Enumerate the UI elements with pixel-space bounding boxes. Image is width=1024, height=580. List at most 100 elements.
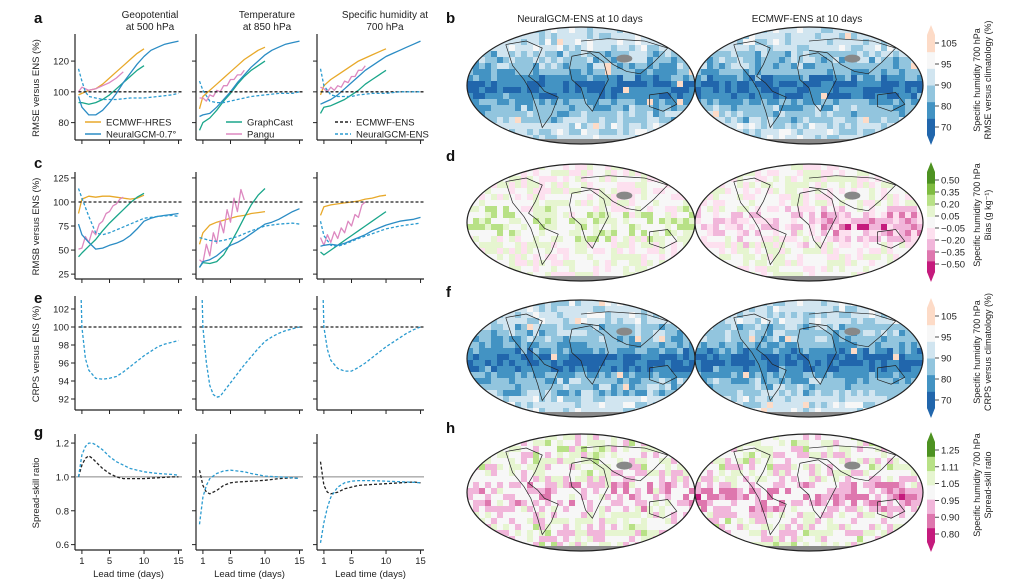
colorbar-segment <box>927 194 935 206</box>
series-ecmwf_hres <box>78 48 145 96</box>
colorbar-tick-label: 0.90 <box>941 513 960 524</box>
legend-item-neuralgcm_07: NeuralGCM-0.7° <box>85 130 177 141</box>
x-tick-label: 10 <box>139 556 150 567</box>
y-tick-label: 125 <box>53 173 69 184</box>
chart-e-col0: 92 94 96 98 100 102 CRPS versus ENS (%) <box>31 296 182 414</box>
x-tick-label: 15 <box>415 556 426 567</box>
continent-outline <box>808 311 897 348</box>
map-field <box>695 300 923 417</box>
map-field <box>695 434 923 551</box>
colorbar-extend-top <box>927 25 935 35</box>
map-field <box>467 164 695 281</box>
x-tick-label: 10 <box>381 556 392 567</box>
continent-outline <box>797 325 837 385</box>
map-panel-f-neuralgcm <box>466 299 696 418</box>
continent-outline <box>505 447 559 536</box>
series-graphcast <box>78 192 145 258</box>
colorbar-h: 1.25 1.11 1.05 0.95 0.90 0.80 <box>927 432 960 552</box>
y-axis-label: RMSB versus ENS (%) <box>31 178 42 276</box>
masked-region <box>535 546 627 551</box>
colorbar-tick-label: 80 <box>941 102 952 113</box>
map-field <box>695 164 923 281</box>
colorbar-segment <box>927 484 935 500</box>
colorbar-label-spread-skill: Specific humidity 700 hPa Spread-skill r… <box>972 425 994 545</box>
colorbar-segment <box>927 216 935 229</box>
x-tick-label: 10 <box>260 556 271 567</box>
colorbar-segment <box>927 324 935 342</box>
chart-e-col2 <box>313 296 424 414</box>
coastline <box>505 445 678 536</box>
masked-region <box>763 546 855 551</box>
colorbar-tick-label: 95 <box>941 60 952 71</box>
colorbar-segment <box>927 101 935 119</box>
colorbar-label-line2: Spread-skill ratio <box>983 451 993 519</box>
y-axis-label: RMSE versus ENS (%) <box>31 39 42 137</box>
continent-outline <box>797 189 837 249</box>
chart-c-col0: 25 50 75 100 125 RMSB versus ENS (%) <box>31 172 182 283</box>
continent-outline <box>649 499 678 519</box>
series-neuralgcm_ens <box>199 222 300 243</box>
colorbar-tick-label: −0.50 <box>941 260 965 271</box>
series-pangu <box>320 65 366 93</box>
x-axis-label: Lead time (days) <box>335 569 406 580</box>
continent-outline <box>877 229 906 249</box>
x-tick-label: 1 <box>79 556 84 567</box>
colorbar-segment <box>927 513 935 529</box>
continent-outline <box>733 447 787 536</box>
colorbar-d: 0.500.350.200.05−0.05−0.20−0.35−0.50 <box>927 162 965 282</box>
y-tick-label: 0.8 <box>56 506 69 517</box>
continent-outline <box>797 52 837 112</box>
continent-outline <box>569 325 609 385</box>
legend-item-graphcast: GraphCast <box>226 118 293 129</box>
map-border <box>466 163 696 282</box>
map-panel-d-neuralgcm <box>466 163 696 282</box>
y-tick-label: 98 <box>58 341 69 352</box>
y-tick-label: 25 <box>58 270 69 281</box>
colorbar-tick-label: 90 <box>941 354 952 365</box>
colorbar-segment <box>927 205 935 217</box>
map-border <box>694 433 924 552</box>
colorbar-tick-label: −0.20 <box>941 236 965 247</box>
continent-outline <box>877 92 906 112</box>
colorbar-tick-label: 95 <box>941 333 952 344</box>
legend-label: ECMWF-ENS <box>356 118 415 129</box>
panel-letter-h: h <box>446 420 456 437</box>
colorbar-tick-label: 90 <box>941 81 952 92</box>
colorbar-segment <box>927 374 935 392</box>
map-field <box>467 300 695 417</box>
map-field <box>467 27 695 144</box>
y-tick-label: 1.2 <box>56 439 69 450</box>
y-tick-label: 80 <box>58 118 69 129</box>
colorbar-label-line1: Specific humidity 700 hPa <box>972 433 982 537</box>
colorbar-segment <box>927 470 935 486</box>
colorbar-tick-label: 0.50 <box>941 176 960 187</box>
continent-outline <box>649 92 678 112</box>
coastline <box>733 38 906 129</box>
colorbar-extend-top <box>927 162 935 172</box>
colorbar-segment <box>927 456 935 472</box>
x-tick-label: 1 <box>321 556 326 567</box>
continent-outline <box>808 445 897 482</box>
map-border <box>694 26 924 145</box>
y-tick-label: 100 <box>53 87 69 98</box>
legend-item-pangu: Pangu <box>226 130 274 141</box>
colorbar-f: 105 95 90 80 70 <box>927 298 957 418</box>
continent-outline <box>505 313 559 402</box>
map-panel-b-neuralgcm <box>466 26 696 145</box>
series-pangu <box>78 196 124 250</box>
colorbar-extend-bottom <box>927 135 935 145</box>
y-tick-label: 96 <box>58 359 69 370</box>
continent-outline <box>580 445 669 482</box>
colorbar-label-bias: Specific humidity 700 hPa Bias (g kg⁻¹) <box>972 155 994 275</box>
continent-outline <box>808 38 897 75</box>
map-border <box>694 299 924 418</box>
colorbar-segment <box>927 308 935 326</box>
colorbar-segment <box>927 68 935 86</box>
x-tick-label: 15 <box>173 556 184 567</box>
legend-label: Pangu <box>247 130 274 141</box>
chart-e-col1 <box>192 296 303 414</box>
map-field <box>467 434 695 551</box>
colorbar-segment <box>927 391 935 409</box>
colorbar-label-line2: RMSE versus climatology (%) <box>983 20 993 140</box>
